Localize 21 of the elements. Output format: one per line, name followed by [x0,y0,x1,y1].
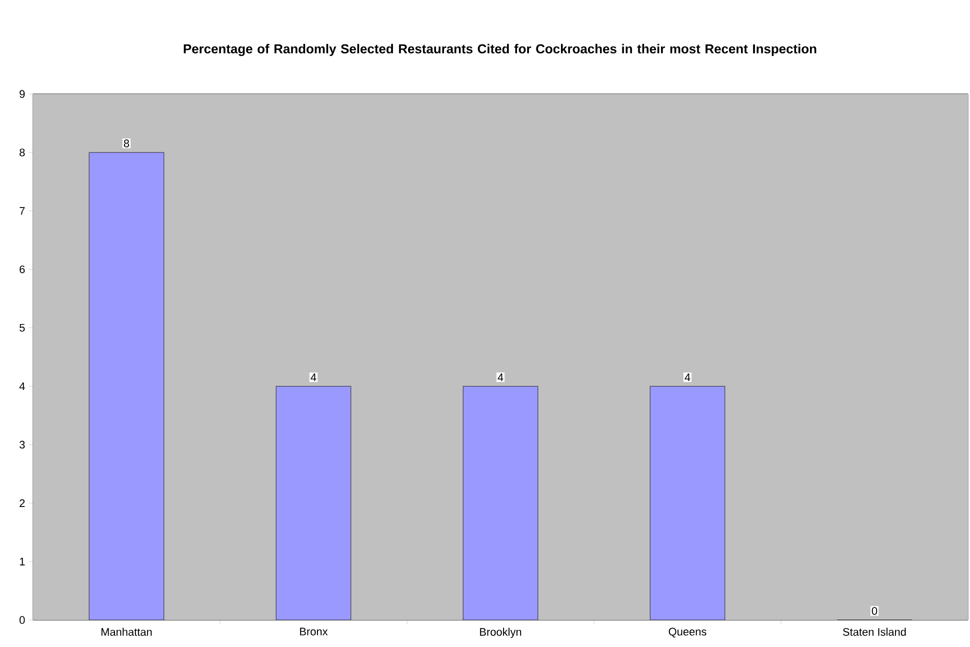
y-tick-label: 5 [20,324,25,332]
y-tick-label: 6 [20,265,25,274]
y-tick-label: 3 [20,440,25,449]
y-tick-label: 0 [20,616,25,624]
data-label: 0 [872,607,878,615]
data-label: 4 [684,374,690,382]
x-tick-label: Brooklyn [480,628,522,638]
x-tick-label: Queens [668,628,706,638]
y-tick-label: 7 [20,207,25,215]
y-tick-label: 1 [20,558,25,566]
chart-title: Percentage of Randomly Selected Restaurants Cited for Cockroaches in their most Recent Inspection [184,44,816,56]
data-label: 4 [498,374,504,382]
y-tick-label: 8 [20,148,25,156]
x-tick-label: Bronx [300,628,328,636]
data-label: 8 [124,140,130,148]
y-tick-label: 4 [19,382,25,390]
x-tick-label: Staten Island [843,628,906,636]
y-tick-label: 2 [20,499,25,507]
x-tick-label: Manhattan [102,628,152,636]
y-tick-label: 9 [20,90,25,98]
data-label: 4 [310,374,316,382]
